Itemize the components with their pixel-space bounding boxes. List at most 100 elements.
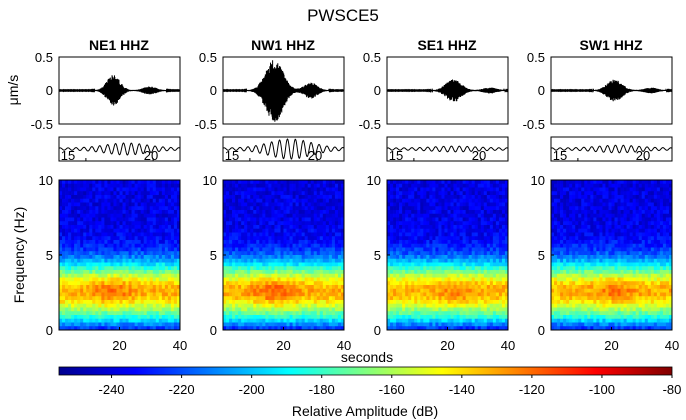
heatmap-cell [429,191,433,196]
heatmap-cell [170,277,175,282]
heatmap-cell [110,217,114,222]
heatmap-cell [438,311,442,316]
heatmap-cell [92,281,96,286]
heatmap-cell [253,183,257,188]
heatmap-cell [140,221,145,226]
heatmap-cell [465,243,470,248]
heatmap-cell [578,187,582,192]
heatmap-cell [420,236,424,241]
heatmap-cell [495,258,500,263]
heatmap-cell [423,326,427,331]
heatmap-cell [104,296,108,301]
heatmap-cell [656,180,661,185]
heatmap-cell [411,213,415,218]
heatmap-cell [444,262,448,267]
heatmap-cell [107,277,111,282]
heatmap-cell [504,210,509,215]
heatmap-cell [322,292,327,297]
heatmap-cell [659,180,664,185]
heatmap-cell [429,195,433,200]
heatmap-cell [408,262,412,267]
heatmap-cell [405,266,409,271]
heatmap-cell [426,270,430,275]
heatmap-cell [289,198,293,203]
heatmap-cell [319,232,324,237]
heatmap-cell [504,243,509,248]
heatmap-cell [262,210,266,215]
heatmap-cell [620,191,624,196]
heatmap-cell [155,206,160,211]
heatmap-cell [447,198,451,203]
heatmap-cell [462,225,467,230]
heatmap-cell [65,326,69,331]
heatmap-cell [641,187,646,192]
heatmap-cell [435,255,439,260]
heatmap-cell [104,266,108,271]
heatmap-cell [337,258,342,263]
heatmap-cell [414,277,418,282]
heatmap-cell [98,210,102,215]
heatmap-cell [158,221,163,226]
heatmap-cell [89,228,93,233]
heatmap-cell [256,303,260,308]
heatmap-cell [113,277,117,282]
heatmap-cell [459,195,463,200]
heatmap-cell [89,262,93,267]
heatmap-cell [292,311,296,316]
heatmap-cell [304,198,309,203]
heatmap-cell [65,206,69,211]
heatmap-cell [325,277,330,282]
heatmap-cell [247,202,251,207]
heatmap-cell [414,326,418,331]
heatmap-cell [128,273,132,278]
heatmap-cell [444,236,448,241]
heatmap-cell [396,206,400,211]
heatmap-cell [232,180,236,185]
heatmap-cell [447,273,451,278]
heatmap-cell [429,292,433,297]
heatmap-cell [95,206,99,211]
heatmap-cell [268,240,272,245]
heatmap-cell [259,236,263,241]
heatmap-cell [107,221,111,226]
heatmap-cell [176,300,181,305]
heatmap-cell [253,307,257,312]
heatmap-cell [83,285,87,290]
heatmap-cell [387,206,391,211]
heatmap-cell [411,210,415,215]
heatmap-cell [268,183,272,188]
heatmap-cell [164,183,169,188]
heatmap-cell [304,315,309,320]
heatmap-cell [560,180,564,185]
heatmap-cell [143,258,148,263]
heatmap-cell [486,191,491,196]
heatmap-cell [74,292,78,297]
heatmap-cell [253,258,257,263]
heatmap-cell [489,183,494,188]
heatmap-cell [405,281,409,286]
heatmap-cell [131,262,135,267]
heatmap-cell [256,210,260,215]
heatmap-cell [262,262,266,267]
heatmap-cell [119,236,123,241]
heatmap-cell [334,303,339,308]
heatmap-cell [232,243,236,248]
heatmap-cell [587,187,591,192]
heatmap-cell [125,198,129,203]
heatmap-cell [319,180,324,185]
heatmap-cell [253,240,257,245]
heatmap-cell [405,292,409,297]
heatmap-cell [477,288,482,293]
heatmap-cell [447,315,451,320]
heatmap-cell [74,191,78,196]
heatmap-cell [173,225,178,230]
heatmap-cell [474,251,479,256]
heatmap-cell [414,262,418,267]
heatmap-cell [292,243,296,248]
heatmap-cell [235,213,239,218]
heatmap-cell [319,300,324,305]
heatmap-cell [387,210,391,215]
heatmap-cell [292,206,296,211]
heatmap-cell [176,206,181,211]
heatmap-cell [286,187,290,192]
